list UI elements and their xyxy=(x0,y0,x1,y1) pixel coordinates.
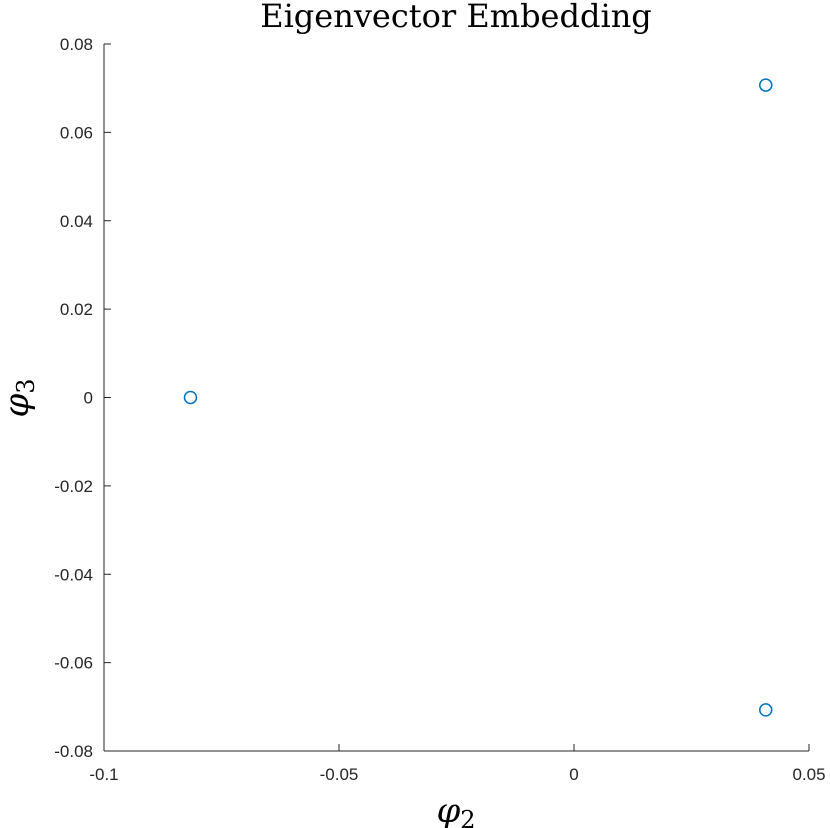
x-tick-label: -0.1 xyxy=(89,765,118,784)
data-points xyxy=(183,78,773,717)
y-tick-label: 0.06 xyxy=(60,123,93,142)
x-axis-label-subscript: 2 xyxy=(460,806,475,828)
x-axis-label-symbol: φ xyxy=(436,791,460,828)
y-axis-label-subscript: 3 xyxy=(12,378,40,393)
data-point xyxy=(183,390,198,405)
y-tick-label: 0.04 xyxy=(60,212,93,231)
x-tick-label: 0 xyxy=(569,765,578,784)
y-tick-label: -0.04 xyxy=(54,565,93,584)
y-axis-label-symbol: φ xyxy=(0,394,37,418)
y-tick-label: 0.02 xyxy=(60,300,93,319)
y-tick-label: -0.02 xyxy=(54,477,93,496)
data-point xyxy=(759,703,773,717)
data-point xyxy=(759,78,773,92)
y-tick-label: 0 xyxy=(84,389,93,408)
y-tick-label: 0.08 xyxy=(60,35,93,54)
x-tick-label: 0.05 xyxy=(792,765,825,784)
x-axis-label: φ2 xyxy=(436,791,475,828)
y-tick-label: -0.08 xyxy=(54,742,93,761)
x-tick-label: -0.05 xyxy=(320,765,359,784)
y-tick-label: -0.06 xyxy=(54,654,93,673)
chart-title: Eigenvector Embedding xyxy=(260,0,652,35)
y-axis-label: φ3 xyxy=(0,378,40,417)
axes: -0.1 -0.05 0 0.05 -0.08 -0.06 -0.04 -0.02 0 0.02 0… xyxy=(54,35,825,784)
